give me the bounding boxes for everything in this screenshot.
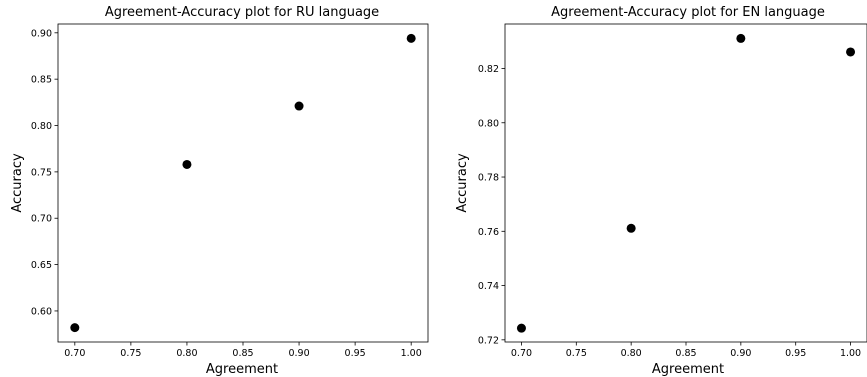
ru-y-tick-label: 0.75 bbox=[31, 167, 52, 178]
ru-x-axis-label: Agreement bbox=[206, 362, 278, 377]
ru-y-tick-label: 0.85 bbox=[31, 75, 52, 86]
ru-x-tick-label: 0.75 bbox=[120, 348, 141, 359]
en-x-tick-label: 0.70 bbox=[511, 348, 532, 359]
en-x-tick-label: 0.85 bbox=[675, 348, 696, 359]
ru-chart-title: Agreement-Accuracy plot for RU language bbox=[105, 5, 379, 20]
ru-y-tick-label: 0.80 bbox=[31, 121, 52, 132]
en-x-tick-label: 0.95 bbox=[785, 348, 806, 359]
en-y-tick-label: 0.82 bbox=[478, 64, 499, 75]
ru-x-tick-label: 0.85 bbox=[232, 348, 253, 359]
en-data-point bbox=[516, 323, 526, 333]
ru-x-tick-label: 0.80 bbox=[176, 348, 197, 359]
ru-axes-frame bbox=[57, 23, 429, 343]
ru-y-axis-label: Accuracy bbox=[10, 153, 25, 213]
ru-chart-panel: Agreement-Accuracy plot for RU language … bbox=[10, 5, 429, 377]
en-x-tick-label: 1.00 bbox=[840, 348, 861, 359]
ru-x-tick-label: 0.70 bbox=[64, 348, 85, 359]
en-y-axis-label: Accuracy bbox=[455, 153, 470, 213]
en-axes-frame bbox=[504, 23, 867, 343]
en-chart-panel: Agreement-Accuracy plot for EN language … bbox=[455, 5, 867, 377]
en-x-tick-label: 0.80 bbox=[621, 348, 642, 359]
en-x-tick-label: 0.90 bbox=[730, 348, 751, 359]
en-data-point bbox=[626, 223, 636, 233]
ru-data-point bbox=[70, 323, 80, 333]
ru-y-tick-label: 0.70 bbox=[31, 214, 52, 225]
en-data-point bbox=[736, 33, 746, 43]
ru-x-tick-label: 0.90 bbox=[288, 348, 309, 359]
en-chart-title: Agreement-Accuracy plot for EN language bbox=[551, 5, 825, 20]
ru-data-point bbox=[182, 159, 192, 169]
ru-data-point bbox=[406, 33, 416, 43]
ru-y-tick-label: 0.90 bbox=[31, 28, 52, 39]
en-x-axis-label: Agreement bbox=[652, 362, 724, 377]
en-y-tick-label: 0.74 bbox=[478, 281, 499, 292]
en-y-tick-label: 0.76 bbox=[478, 227, 499, 238]
ru-y-tick-label: 0.65 bbox=[31, 260, 52, 271]
en-x-tick-label: 0.75 bbox=[566, 348, 587, 359]
en-y-tick-label: 0.80 bbox=[478, 118, 499, 129]
ru-x-tick-label: 1.00 bbox=[401, 348, 422, 359]
ru-y-tick-label: 0.60 bbox=[31, 306, 52, 317]
ru-data-point bbox=[294, 101, 304, 111]
ru-x-tick-label: 0.95 bbox=[345, 348, 366, 359]
en-data-point bbox=[846, 47, 856, 57]
en-y-tick-label: 0.78 bbox=[478, 173, 499, 184]
en-y-tick-label: 0.72 bbox=[478, 335, 499, 346]
